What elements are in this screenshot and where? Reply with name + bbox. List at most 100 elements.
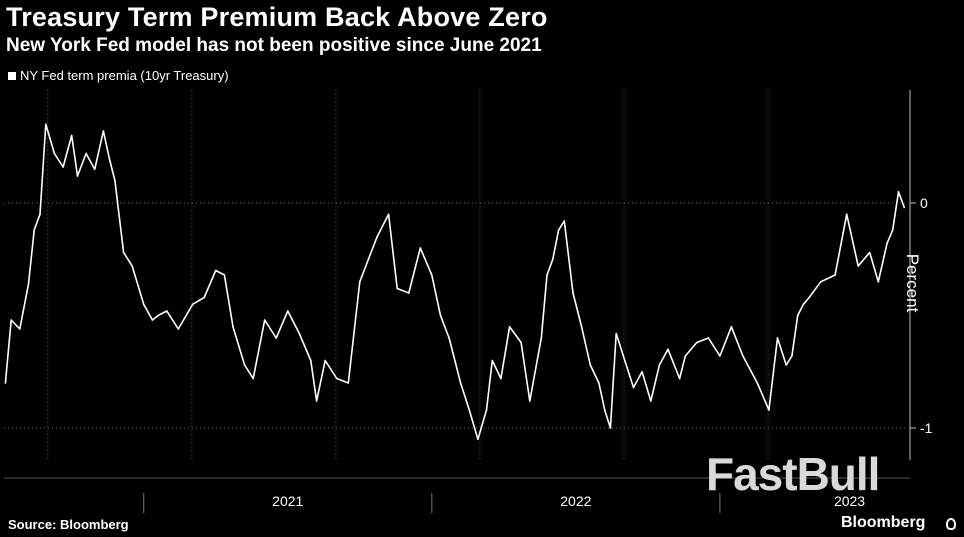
- data-point: [857, 265, 859, 267]
- legend-swatch: [8, 71, 16, 80]
- data-point: [203, 296, 206, 299]
- data-point: [44, 123, 47, 126]
- data-point: [396, 287, 399, 290]
- data-point: [796, 314, 799, 317]
- data-point: [598, 382, 600, 384]
- data-point: [641, 370, 643, 373]
- data-point: [808, 296, 811, 299]
- data-point: [658, 364, 661, 366]
- data-point: [76, 175, 79, 177]
- brand-logo: Bloomberg: [841, 514, 926, 531]
- data-point: [62, 166, 64, 168]
- data-point: [868, 251, 871, 254]
- y-tick-label: -1: [920, 420, 933, 436]
- watermark: FastBull: [706, 448, 880, 500]
- data-point: [177, 328, 180, 330]
- data-point: [508, 325, 511, 328]
- data-point: [707, 337, 710, 339]
- y-axis-label: Percent: [903, 253, 922, 313]
- data-point: [485, 409, 488, 411]
- data-point: [603, 409, 606, 411]
- data-point: [439, 314, 442, 317]
- data-point: [223, 274, 226, 276]
- data-point: [589, 364, 592, 366]
- data-point: [263, 319, 266, 321]
- data-point: [4, 382, 7, 384]
- data-point: [719, 355, 721, 357]
- data-point: [122, 251, 125, 254]
- data-point: [891, 229, 894, 231]
- data-point: [776, 337, 779, 339]
- data-point: [286, 310, 289, 312]
- data-point: [819, 280, 822, 283]
- data-point: [886, 242, 888, 245]
- data-point: [387, 213, 390, 216]
- data-point: [572, 292, 574, 294]
- data-point: [142, 303, 145, 306]
- data-point: [419, 247, 422, 249]
- data-point: [93, 168, 96, 171]
- data-point: [609, 427, 612, 429]
- data-point: [431, 274, 433, 276]
- data-point: [19, 328, 21, 330]
- chart-subtitle: New York Fed model has not been positive…: [6, 35, 542, 56]
- data-point: [477, 438, 479, 441]
- data-point: [667, 348, 669, 351]
- data-point: [102, 130, 105, 132]
- data-point: [678, 377, 681, 380]
- data-point: [459, 382, 462, 384]
- data-point: [580, 325, 583, 328]
- y-tick-label: 0: [920, 195, 928, 211]
- data-point: [39, 213, 41, 216]
- data-point: [358, 280, 361, 283]
- data-point: [70, 134, 73, 137]
- data-point: [520, 341, 522, 344]
- source-note: Source: Bloomberg: [8, 517, 129, 532]
- x-tick-label: 2022: [560, 493, 591, 509]
- data-point: [546, 274, 548, 276]
- data-point: [335, 377, 338, 380]
- data-point: [768, 409, 770, 411]
- data-point: [552, 258, 554, 261]
- data-point: [877, 280, 880, 283]
- data-point: [275, 337, 278, 339]
- data-point: [468, 409, 471, 411]
- data-point: [165, 310, 168, 312]
- data-point: [191, 303, 194, 306]
- data-point: [33, 229, 36, 231]
- data-point: [347, 382, 350, 384]
- data-point: [27, 283, 30, 285]
- data-point: [696, 341, 698, 344]
- data-point: [85, 152, 87, 155]
- data-point: [791, 355, 793, 357]
- data-point: [151, 319, 154, 321]
- data-point: [563, 220, 566, 222]
- data-point: [252, 377, 254, 380]
- data-point: [624, 359, 626, 362]
- data-point: [448, 337, 450, 339]
- data-point: [10, 319, 13, 321]
- data-point: [528, 400, 531, 402]
- data-point: [232, 325, 234, 328]
- brand-icon: [946, 518, 956, 530]
- data-point: [684, 355, 687, 357]
- data-point: [108, 157, 110, 159]
- data-point: [315, 400, 318, 402]
- data-point: [632, 386, 635, 389]
- data-point: [897, 190, 900, 193]
- data-point: [310, 359, 312, 362]
- legend-label: NY Fed term premia (10yr Treasury): [20, 68, 229, 83]
- data-point: [157, 314, 159, 317]
- data-point: [491, 359, 494, 362]
- data-point: [615, 332, 617, 335]
- data-point: [243, 364, 246, 366]
- legend: NY Fed term premia (10yr Treasury): [8, 68, 229, 83]
- data-point: [742, 355, 744, 357]
- data-point: [756, 382, 759, 384]
- x-tick-label: 2023: [834, 493, 865, 509]
- chart-title: Treasury Term Premium Back Above Zero: [6, 2, 548, 32]
- data-point: [845, 213, 848, 216]
- data-point: [834, 274, 836, 276]
- x-tick-label: 2021: [272, 493, 303, 509]
